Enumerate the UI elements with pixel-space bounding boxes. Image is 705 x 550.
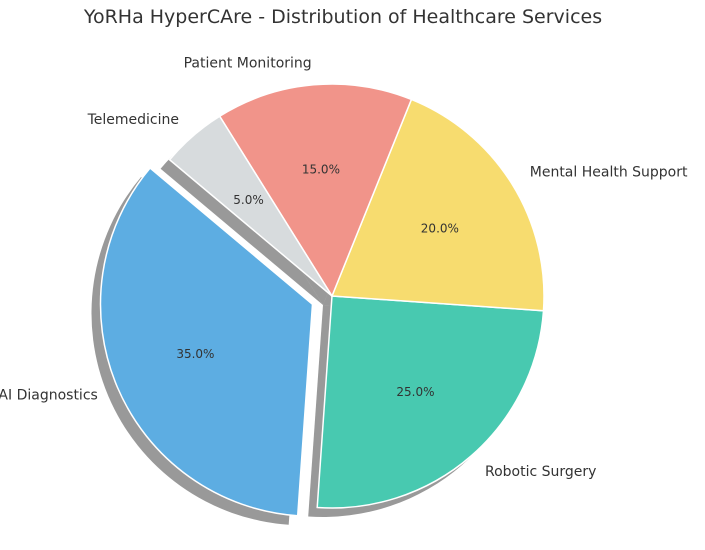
slice-labels: AI Diagnostics 35.0% Robotic Surgery 25.0% M… <box>0 56 688 480</box>
slice-patient-monitoring <box>218 83 413 298</box>
slice-label-mental-health-support: Mental Health Support <box>530 164 688 180</box>
slice-label-patient-monitoring: Patient Monitoring <box>184 56 312 72</box>
slice-pct-mental-health-support: 20.0% <box>421 222 459 236</box>
slice-ai-diagnostics <box>99 166 314 517</box>
slice-label-ai-diagnostics: AI Diagnostics <box>0 387 98 403</box>
chart-title: YoRHa HyperCAre - Distribution of Health… <box>83 6 602 28</box>
slices <box>99 83 545 517</box>
slice-pct-ai-diagnostics: 35.0% <box>176 347 214 361</box>
slice-mental-health-support <box>330 98 545 312</box>
slice-pct-telemedicine: 5.0% <box>233 193 264 207</box>
slice-pct-patient-monitoring: 15.0% <box>302 162 340 176</box>
slice-pct-robotic-surgery: 25.0% <box>396 385 434 399</box>
slice-robotic-surgery <box>316 295 545 509</box>
slice-telemedicine <box>168 115 333 297</box>
slice-label-robotic-surgery: Robotic Surgery <box>485 464 596 480</box>
slice-label-telemedicine: Telemedicine <box>87 112 179 128</box>
